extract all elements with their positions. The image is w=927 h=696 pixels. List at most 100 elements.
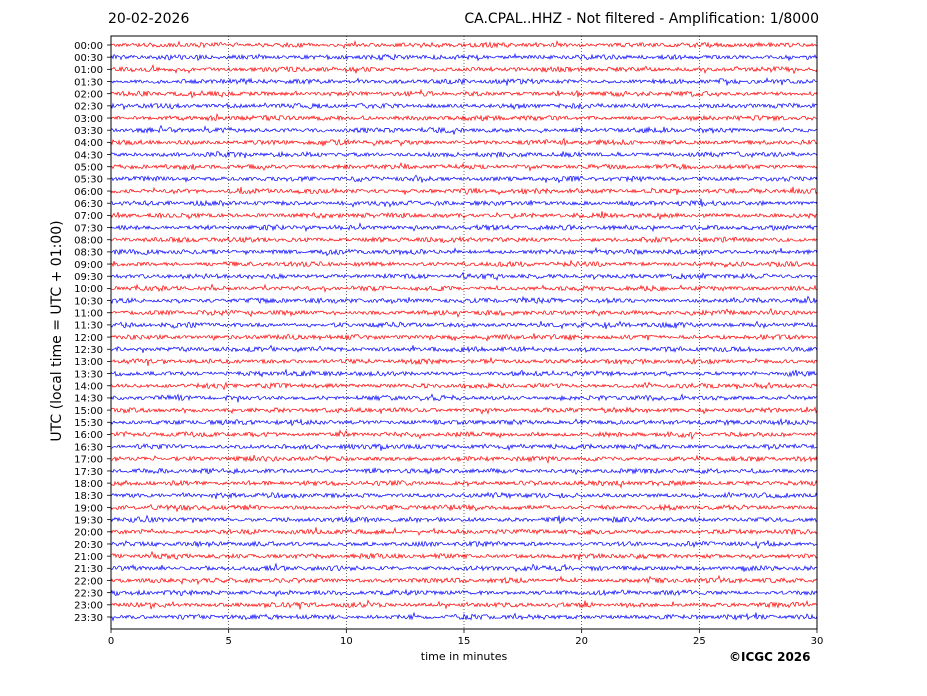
y-tick-label: 18:30: [74, 491, 103, 502]
x-tick-label: 10: [340, 636, 353, 647]
seismic-trace: [110, 611, 818, 622]
seismic-trace: [110, 526, 818, 536]
y-tick-label: 21:30: [74, 564, 103, 575]
y-tick-label: 20:30: [74, 540, 103, 551]
seismic-trace: [110, 88, 818, 99]
y-tick-label: 03:30: [74, 126, 103, 137]
y-tick-label: 14:00: [74, 382, 103, 393]
seismic-trace: [110, 161, 818, 172]
y-tick-label: 13:00: [74, 357, 103, 368]
seismic-trace: [110, 40, 818, 49]
seismic-trace: [110, 562, 818, 573]
y-tick-label: 11:00: [74, 309, 103, 320]
y-tick-label: 06:30: [74, 199, 103, 210]
y-tick-label: 01:30: [74, 77, 103, 88]
y-tick-label: 00:30: [74, 53, 103, 64]
y-tick-label: 11:30: [74, 321, 103, 332]
y-tick-label: 19:00: [74, 503, 103, 514]
seismic-trace: [110, 503, 818, 513]
seismic-trace: [110, 222, 818, 233]
seismic-trace: [110, 246, 818, 257]
seismic-trace: [110, 550, 818, 561]
y-tick-label: 14:30: [74, 394, 103, 405]
y-tick-label: 03:00: [74, 114, 103, 125]
seismic-trace: [110, 588, 818, 598]
y-tick-label: 15:30: [74, 418, 103, 429]
seismic-trace: [110, 599, 818, 610]
seismic-trace: [110, 186, 818, 196]
seismic-trace: [110, 271, 818, 281]
y-tick-label: 08:00: [74, 236, 103, 247]
y-tick-label: 06:00: [74, 187, 103, 198]
y-tick-label: 19:30: [74, 515, 103, 526]
y-tick-label: 16:30: [74, 442, 103, 453]
y-tick-label: 21:00: [74, 552, 103, 563]
seismic-trace: [110, 417, 818, 427]
header-station-info: CA.CPAL..HHZ - Not filtered - Amplificat…: [464, 11, 819, 27]
copyright-text: ©ICGC 2026: [729, 650, 811, 664]
y-tick-label: 22:00: [74, 576, 103, 587]
x-tick-label: 15: [458, 636, 471, 647]
y-tick-label: 15:00: [74, 406, 103, 417]
y-tick-label: 12:30: [74, 345, 103, 356]
y-tick-label: 07:30: [74, 223, 103, 234]
y-tick-label: 23:30: [74, 613, 103, 624]
x-tick-label: 5: [225, 636, 231, 647]
seismic-trace: [110, 357, 818, 366]
seismic-trace: [110, 102, 818, 111]
seismic-trace: [110, 137, 818, 147]
y-tick-label: 04:00: [74, 138, 103, 149]
seismic-trace: [110, 333, 818, 342]
x-tick-label: 0: [108, 636, 114, 647]
seismic-trace: [110, 198, 818, 208]
y-tick-label: 05:00: [74, 163, 103, 174]
seismic-trace: [110, 283, 818, 293]
y-tick-label: 09:30: [74, 272, 103, 283]
seismic-trace: [110, 150, 818, 159]
seismic-trace: [110, 295, 818, 305]
y-tick-label: 13:30: [74, 369, 103, 380]
seismic-trace: [110, 368, 818, 378]
y-tick-label: 17:30: [74, 467, 103, 478]
y-tick-label: 23:00: [74, 601, 103, 612]
seismic-trace: [110, 429, 818, 441]
seismic-trace: [110, 124, 818, 135]
x-axis-label: time in minutes: [420, 650, 508, 663]
y-tick-label: 22:30: [74, 588, 103, 599]
x-tick-label: 25: [693, 636, 706, 647]
y-tick-label: 10:00: [74, 284, 103, 295]
seismic-trace: [110, 466, 818, 475]
y-tick-label: 01:00: [74, 65, 103, 76]
y-tick-label: 07:00: [74, 211, 103, 222]
y-tick-label: 08:30: [74, 248, 103, 259]
y-tick-label: 05:30: [74, 175, 103, 186]
seismic-trace: [110, 454, 818, 464]
x-tick-label: 20: [575, 636, 588, 647]
seismic-trace: [110, 235, 818, 244]
seismic-trace: [110, 491, 818, 500]
y-tick-label: 04:30: [74, 150, 103, 161]
y-tick-label: 02:00: [74, 89, 103, 100]
seismic-trace: [110, 112, 818, 122]
y-tick-label: 18:00: [74, 479, 103, 490]
y-tick-label: 12:00: [74, 333, 103, 344]
seismic-trace: [110, 540, 818, 550]
y-axis-label: UTC (local time = UTC + 01:00): [49, 220, 65, 442]
y-tick-label: 17:00: [74, 455, 103, 466]
seismic-trace: [110, 307, 818, 318]
seismic-trace: [110, 320, 818, 330]
seismic-trace: [110, 514, 818, 525]
header-date: 20-02-2026: [108, 11, 190, 27]
seismic-trace: [110, 52, 818, 62]
y-tick-label: 02:30: [74, 102, 103, 113]
seismic-trace: [110, 393, 818, 403]
seismic-trace: [110, 443, 818, 452]
y-tick-label: 10:30: [74, 296, 103, 307]
seismic-trace: [110, 64, 818, 75]
y-tick-label: 16:00: [74, 430, 103, 441]
seismic-trace: [110, 211, 818, 220]
y-tick-label: 00:00: [74, 41, 103, 52]
y-tick-label: 09:00: [74, 260, 103, 271]
seismic-trace: [110, 381, 818, 391]
seismic-trace: [110, 406, 818, 415]
